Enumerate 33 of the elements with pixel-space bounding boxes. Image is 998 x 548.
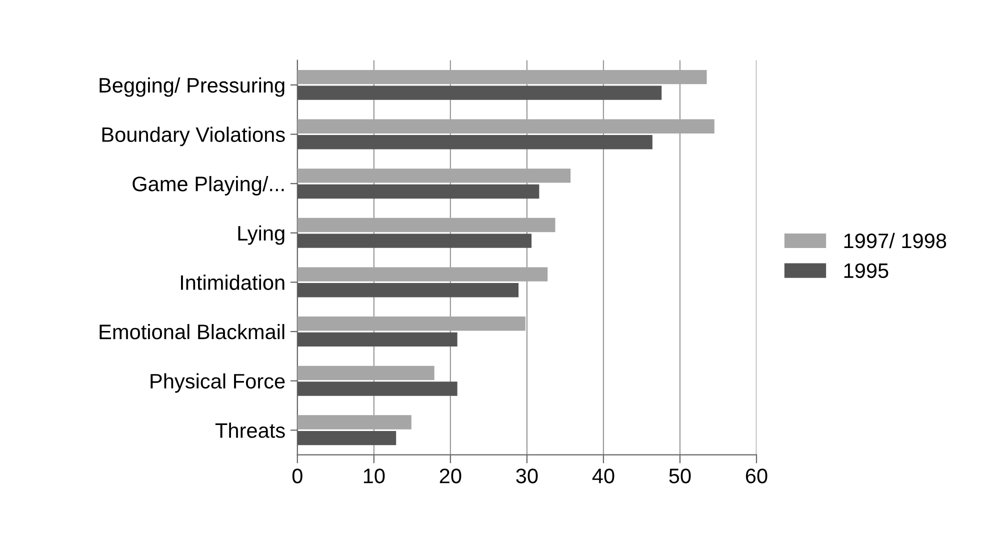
bar — [297, 366, 434, 380]
legend-label: 1995 — [844, 263, 888, 278]
x-tick-label: 40 — [592, 468, 614, 484]
bar — [297, 135, 652, 150]
x-tick-label: 0 — [292, 468, 302, 484]
bar — [297, 119, 714, 134]
bar — [297, 70, 707, 84]
bar — [297, 184, 540, 199]
x-tick-label: 50 — [669, 468, 691, 484]
y-tick-label: Game Playing/... — [132, 176, 284, 196]
y-tick-label: Begging/ Pressuring — [100, 77, 284, 97]
bar — [297, 283, 519, 298]
bar — [297, 267, 548, 282]
x-tick-label: 10 — [364, 468, 385, 484]
x-tick-label: 20 — [440, 468, 462, 484]
x-tick-label: 30 — [516, 468, 538, 484]
bar — [297, 430, 396, 446]
bar — [297, 218, 556, 232]
y-tick-label: Lying — [238, 225, 284, 245]
bar — [297, 86, 662, 100]
y-tick-label: Threats — [215, 422, 285, 438]
y-tick-label: Intimidation — [180, 274, 284, 290]
bar — [297, 168, 571, 183]
y-tick-label: Emotional Blackmail — [100, 324, 284, 340]
bar — [297, 415, 412, 430]
bar — [297, 382, 458, 396]
bar — [297, 234, 532, 248]
y-tick-label: Physical Force — [150, 373, 285, 393]
y-tick-label: Boundary Violations — [102, 126, 285, 146]
x-tick-label: 60 — [746, 468, 768, 484]
bar — [297, 332, 458, 347]
bar — [297, 316, 526, 331]
legend-label: 1997/ 1998 — [844, 232, 946, 248]
